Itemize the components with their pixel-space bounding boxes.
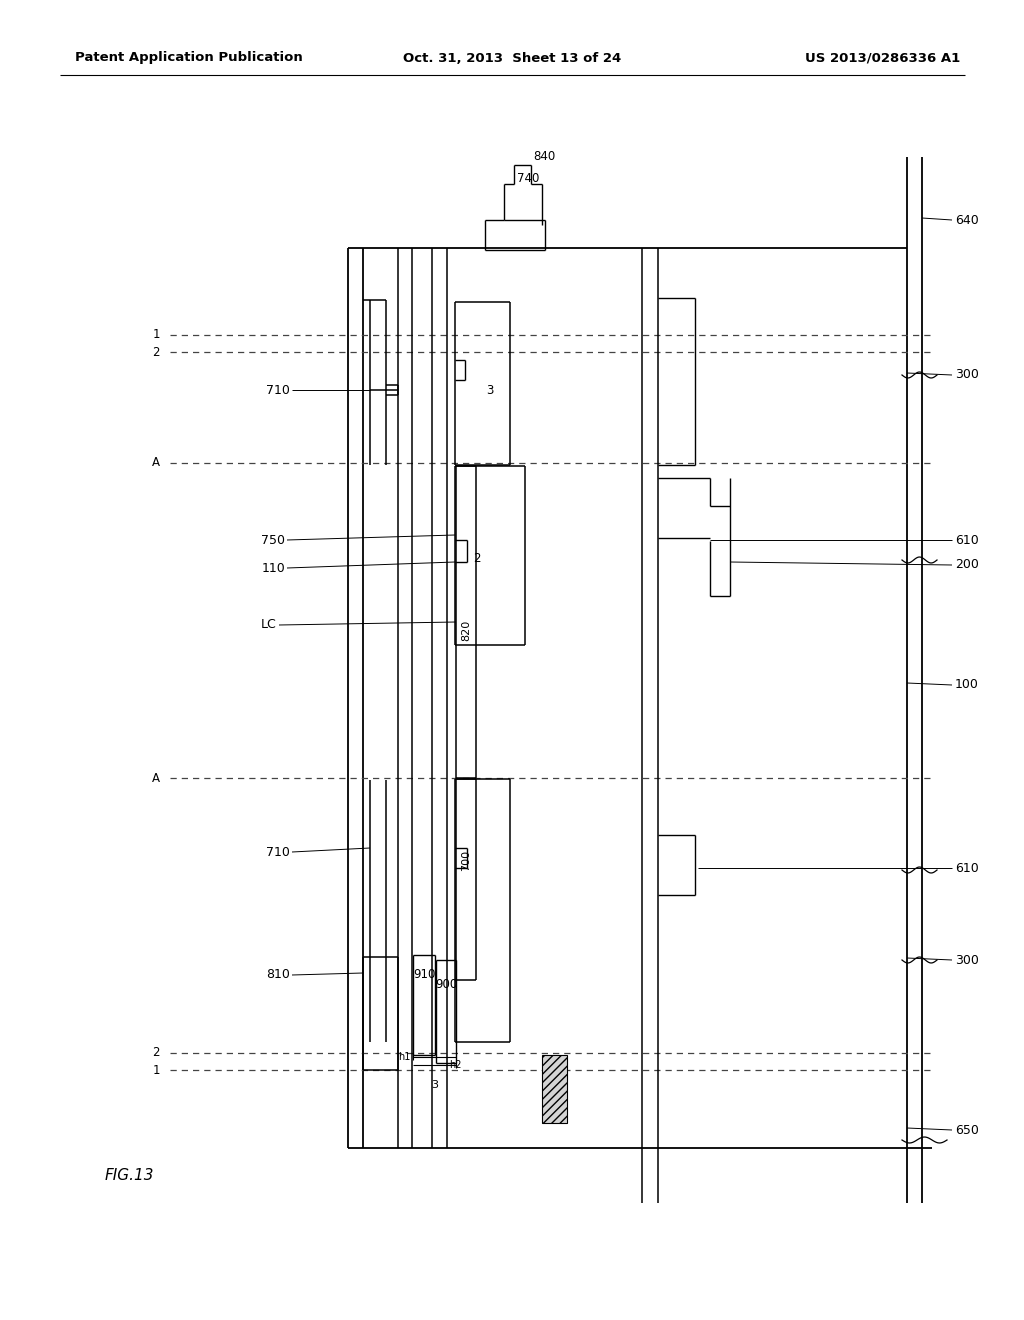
Text: 2: 2 [473,552,480,565]
Text: Oct. 31, 2013  Sheet 13 of 24: Oct. 31, 2013 Sheet 13 of 24 [402,51,622,65]
Text: 840: 840 [532,150,555,164]
Text: h2: h2 [449,1060,461,1071]
Text: 300: 300 [955,953,979,966]
Text: 910: 910 [413,969,435,982]
Text: US 2013/0286336 A1: US 2013/0286336 A1 [805,51,961,65]
Text: 810: 810 [266,969,290,982]
Text: A: A [152,457,160,470]
Text: 100: 100 [955,678,979,692]
Text: Patent Application Publication: Patent Application Publication [75,51,303,65]
Text: A: A [152,771,160,784]
Text: 640: 640 [955,214,979,227]
Text: FIG.13: FIG.13 [105,1167,155,1183]
Text: 1: 1 [153,1064,160,1077]
Text: LC: LC [261,619,278,631]
Text: 300: 300 [955,368,979,381]
Text: 3: 3 [486,384,494,396]
Text: 110: 110 [261,561,285,574]
Text: 650: 650 [955,1123,979,1137]
Text: 710: 710 [266,384,290,396]
Text: 610: 610 [955,862,979,874]
Text: 3: 3 [431,1080,438,1090]
Text: 610: 610 [955,533,979,546]
Text: 740: 740 [517,172,540,185]
Text: 820: 820 [461,619,471,640]
Text: 2: 2 [153,1047,160,1060]
Text: 700: 700 [461,850,471,871]
Bar [542,1055,567,1123]
Text: 710: 710 [266,846,290,858]
Text: 2: 2 [153,346,160,359]
Text: 200: 200 [955,558,979,572]
Text: 900: 900 [435,978,457,991]
Text: 1: 1 [153,329,160,342]
Text: 750: 750 [261,533,285,546]
Text: h1: h1 [397,1052,411,1063]
